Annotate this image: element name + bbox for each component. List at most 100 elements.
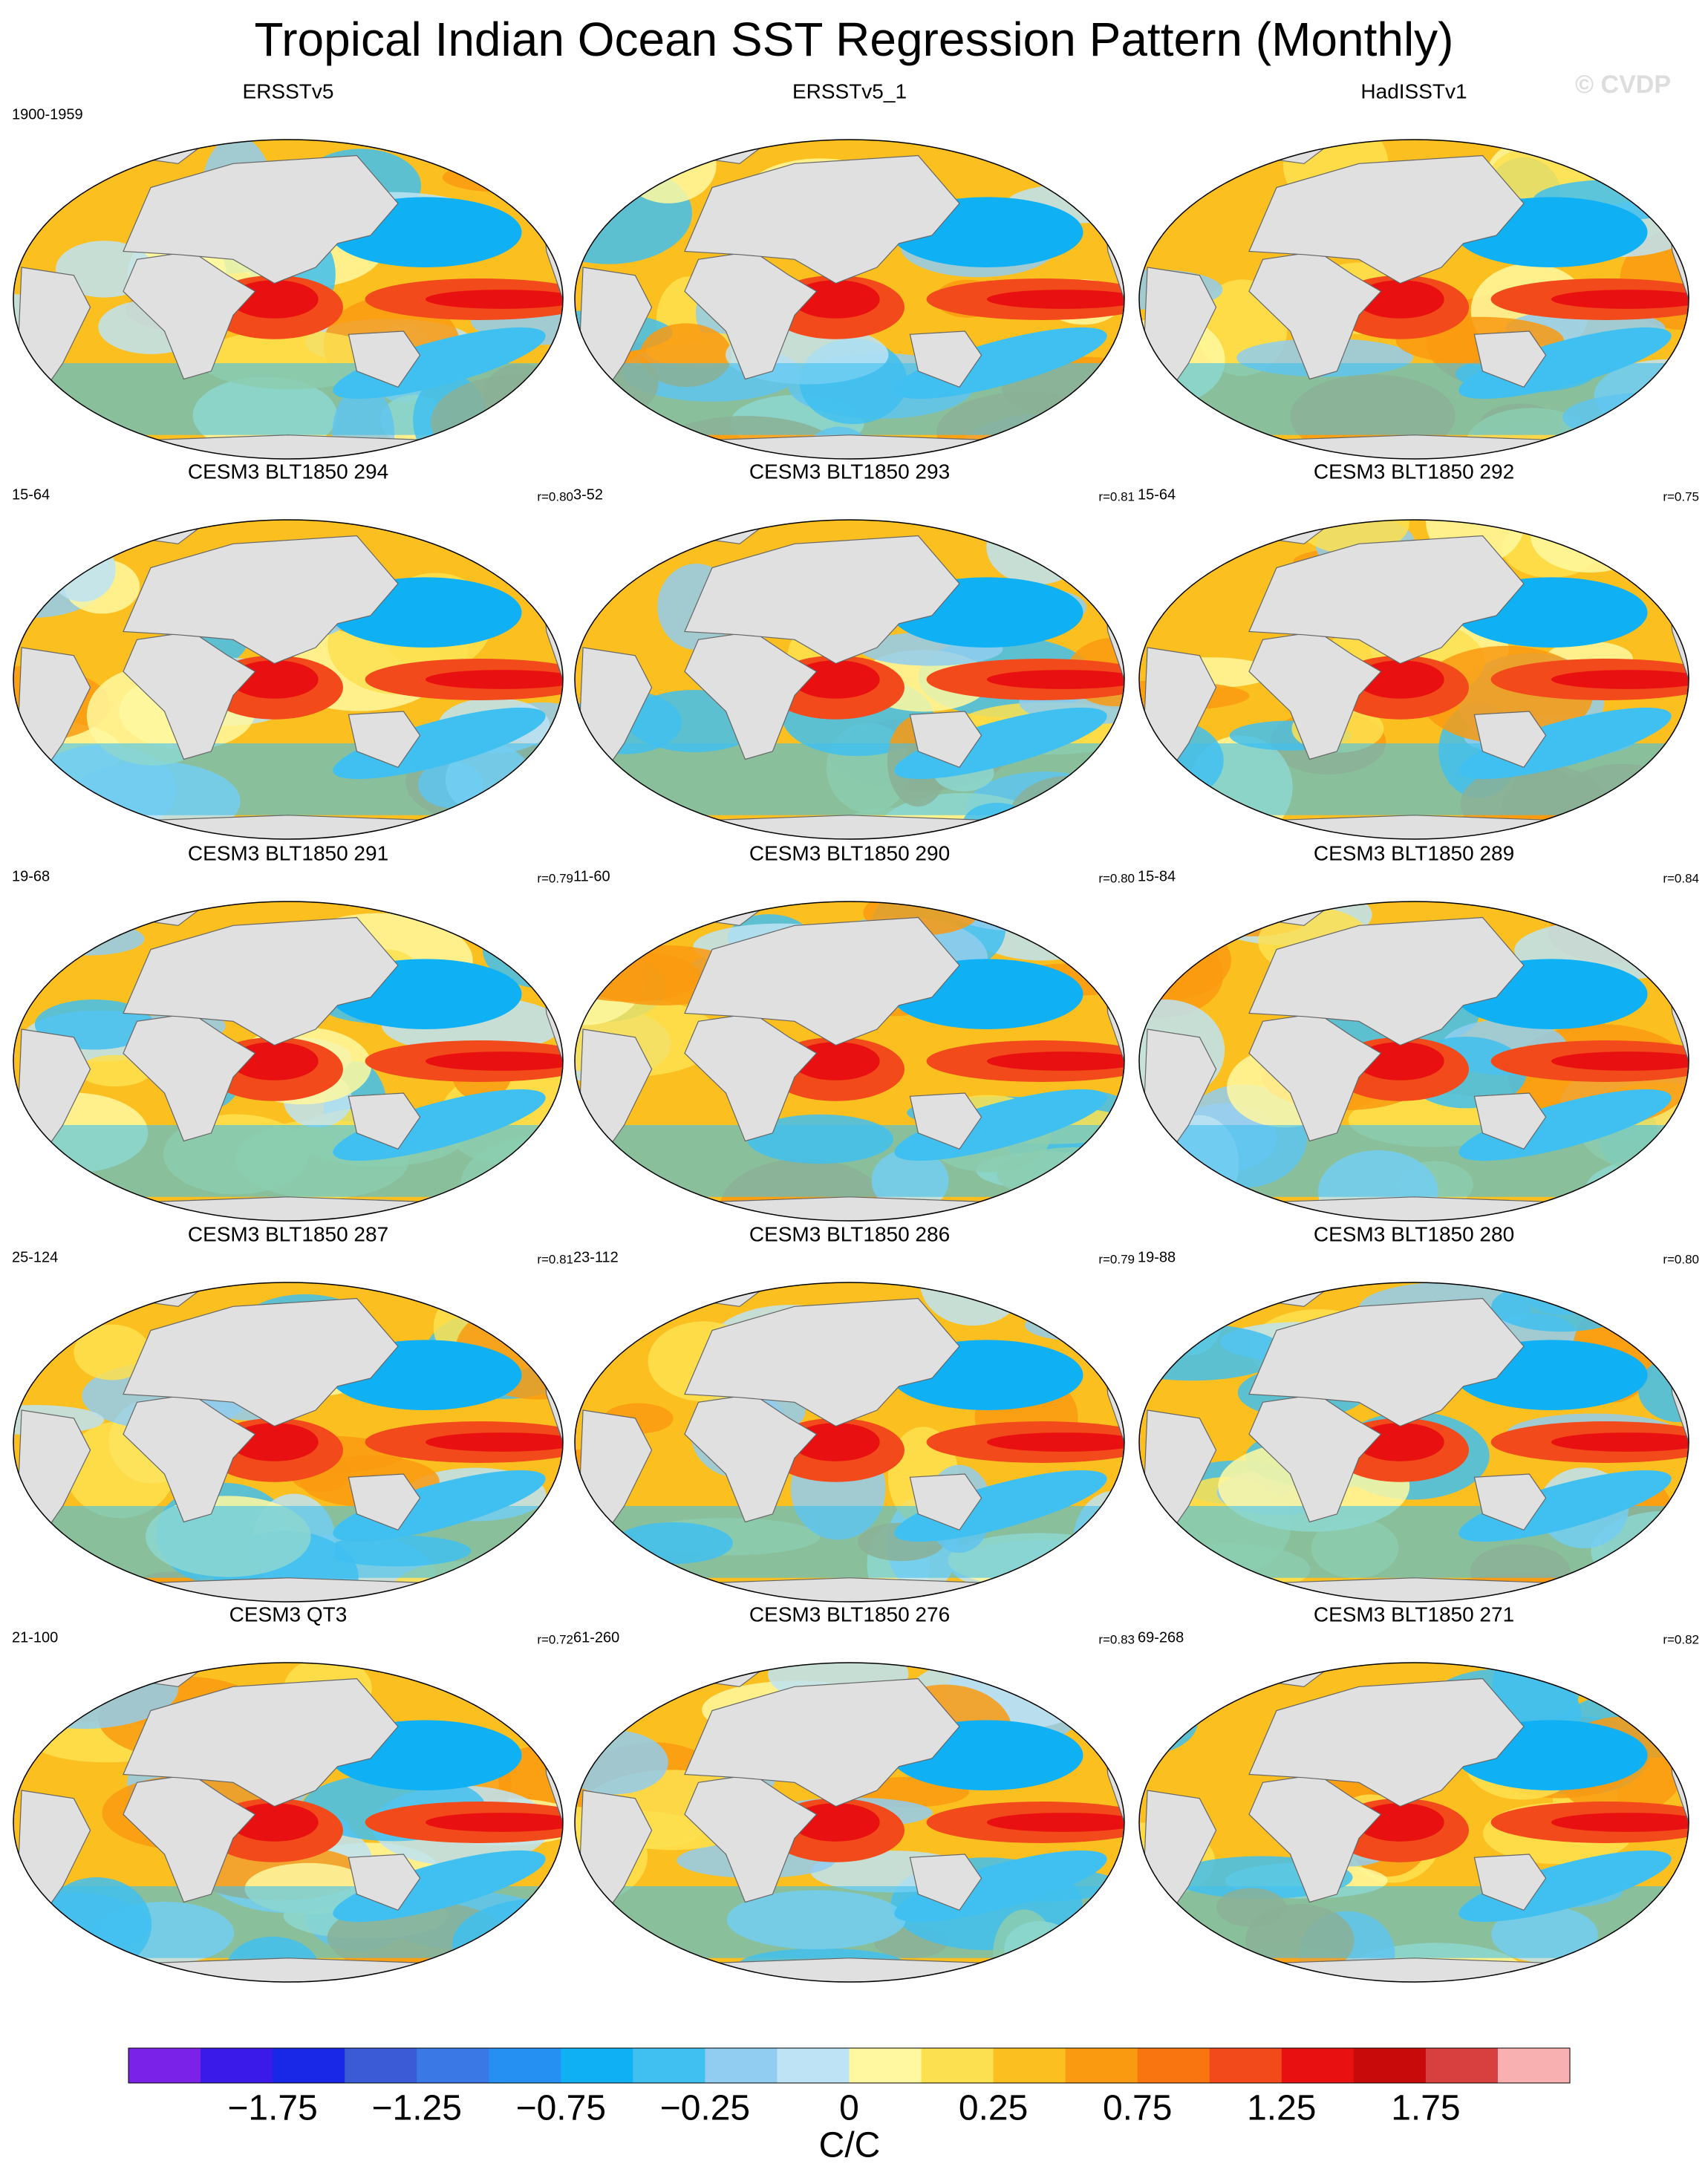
land bbox=[123, 916, 399, 1046]
period-label: 19-88 bbox=[1138, 1249, 1176, 1265]
sst-blob bbox=[49, 536, 116, 602]
land bbox=[629, 434, 1070, 459]
sst-blob bbox=[1139, 520, 1253, 558]
pacific-warm bbox=[426, 290, 563, 309]
map-outline bbox=[574, 1282, 1125, 1603]
pattern-correlation: r=0.80 bbox=[537, 489, 573, 503]
colorbar-box bbox=[849, 2048, 922, 2083]
map-panel: ERSSTv5_1 bbox=[574, 79, 1125, 460]
sst-field bbox=[575, 140, 1124, 459]
colorbar-label: −1.75 bbox=[227, 2089, 317, 2128]
land bbox=[629, 815, 1070, 839]
southern-ocean bbox=[1139, 743, 1689, 815]
sst-blob bbox=[575, 164, 630, 202]
colorbar-label: −1.25 bbox=[371, 2089, 461, 2128]
sst-blob bbox=[575, 162, 692, 264]
period-label: 21-100 bbox=[12, 1629, 58, 1646]
panel-title: CESM3 BLT1850 286 bbox=[749, 1222, 950, 1245]
period-label: 15-84 bbox=[1138, 868, 1176, 884]
colorbar-box bbox=[921, 2048, 994, 2083]
sst-blob bbox=[1491, 1282, 1633, 1332]
land bbox=[909, 711, 982, 769]
land bbox=[684, 250, 818, 380]
sst-blob bbox=[1025, 1309, 1124, 1341]
sst-blob bbox=[1531, 520, 1649, 573]
land bbox=[123, 630, 256, 760]
land bbox=[123, 250, 256, 380]
panel-title: CESM3 BLT1850 293 bbox=[749, 460, 950, 483]
map-outline bbox=[574, 519, 1125, 840]
pattern-correlation: r=0.75 bbox=[1663, 489, 1699, 503]
colorbar-label: −0.75 bbox=[516, 2089, 606, 2128]
map-outline bbox=[13, 139, 564, 460]
land bbox=[1193, 1577, 1634, 1602]
map-outline bbox=[13, 901, 564, 1222]
map-outline bbox=[13, 1282, 564, 1603]
sst-blob bbox=[1069, 1557, 1124, 1602]
colorbar-box bbox=[1065, 2048, 1138, 2083]
period-label: 15-64 bbox=[1138, 486, 1176, 503]
sst-field bbox=[1139, 520, 1689, 839]
southern-ocean bbox=[13, 363, 563, 435]
sst-blob bbox=[1072, 1490, 1124, 1592]
panel-title: CESM3 BLT1850 292 bbox=[1314, 460, 1514, 483]
sst-field bbox=[1139, 1663, 1689, 1982]
map-panel: CESM3 BLT1850 293 3-52 r=0.81 bbox=[573, 460, 1135, 840]
land bbox=[1473, 330, 1547, 388]
land bbox=[909, 330, 982, 388]
land bbox=[684, 1393, 818, 1523]
sst-blob bbox=[434, 1282, 563, 1324]
map-panel: CESM3 BLT1850 289 15-84 r=0.84 bbox=[1138, 841, 1699, 1222]
land bbox=[68, 1957, 509, 1982]
sst-field bbox=[1139, 1282, 1689, 1602]
sst-blob bbox=[483, 902, 563, 942]
figure-title: Tropical Indian Ocean SST Regression Pat… bbox=[255, 13, 1454, 66]
period-label: 3-52 bbox=[573, 486, 603, 503]
sst-field bbox=[1139, 140, 1689, 459]
panel-title: CESM3 BLT1850 289 bbox=[1314, 841, 1514, 864]
map-panel: CESM3 BLT1850 294 15-64 r=0.80 bbox=[12, 460, 573, 840]
sst-field bbox=[13, 520, 563, 839]
land bbox=[348, 1854, 421, 1911]
land bbox=[123, 1297, 399, 1427]
sst-blob bbox=[13, 411, 63, 457]
watermark: © CVDP bbox=[1575, 71, 1671, 99]
land bbox=[684, 154, 960, 284]
land bbox=[68, 815, 509, 839]
southern-ocean bbox=[575, 363, 1124, 435]
panel-title: CESM3 BLT1850 287 bbox=[188, 1222, 388, 1245]
land bbox=[629, 1196, 1070, 1221]
southern-ocean bbox=[575, 1125, 1124, 1197]
sst-field bbox=[13, 1663, 563, 1982]
southern-ocean bbox=[1139, 1886, 1689, 1958]
southern-ocean bbox=[575, 743, 1124, 815]
panel-title: CESM3 QT3 bbox=[229, 1603, 348, 1626]
land bbox=[1193, 815, 1634, 839]
map-panel: CESM3 BLT1850 271 69-268 r=0.82 bbox=[1138, 1603, 1699, 1983]
map-outline bbox=[13, 1662, 564, 1983]
pacific-warm bbox=[987, 1432, 1124, 1452]
land bbox=[909, 1092, 982, 1150]
panel-title: ERSSTv5 bbox=[243, 79, 334, 102]
map-panel: CESM3 BLT1850 286 23-112 r=0.79 bbox=[573, 1222, 1135, 1603]
land bbox=[1248, 1393, 1382, 1523]
land bbox=[1193, 1196, 1634, 1221]
land bbox=[684, 916, 960, 1046]
colorbar-label: −0.25 bbox=[660, 2089, 750, 2128]
colorbar-box bbox=[1281, 2048, 1355, 2083]
land bbox=[1248, 535, 1525, 665]
southern-ocean bbox=[1139, 363, 1689, 435]
land bbox=[684, 1012, 818, 1142]
map-outline bbox=[574, 901, 1125, 1222]
sst-blob bbox=[442, 162, 563, 193]
period-label: 61-260 bbox=[573, 1629, 619, 1646]
colorbar-box bbox=[1497, 2048, 1571, 2083]
panel-title: CESM3 BLT1850 290 bbox=[749, 841, 950, 864]
land bbox=[123, 1393, 256, 1523]
sst-field bbox=[575, 1663, 1124, 1982]
land bbox=[1248, 630, 1382, 760]
pacific-warm bbox=[1551, 670, 1689, 689]
map-panel: CESM3 BLT1850 287 25-124 r=0.81 bbox=[12, 1222, 573, 1603]
